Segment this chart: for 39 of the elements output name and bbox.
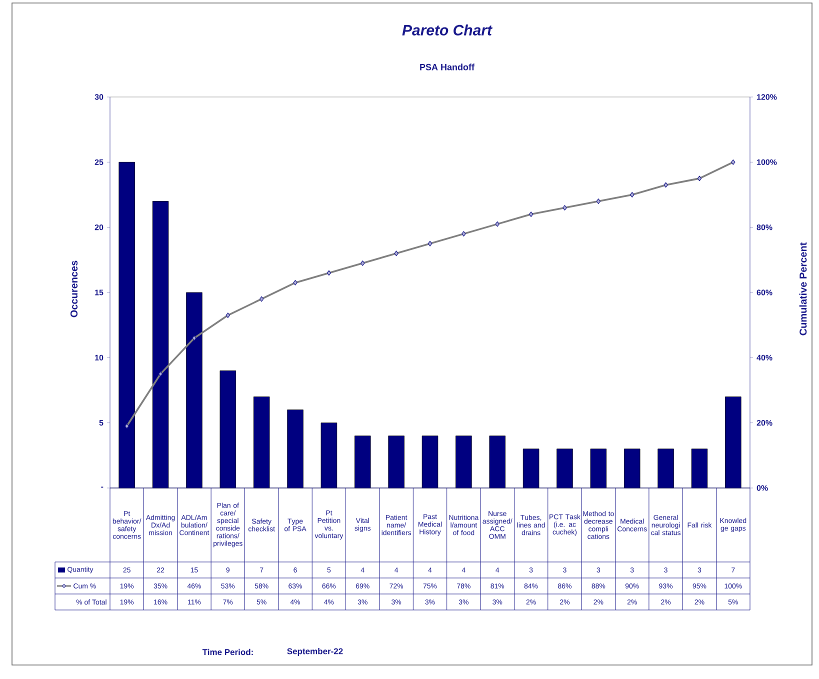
bar bbox=[691, 448, 708, 488]
bar bbox=[253, 396, 270, 488]
bar bbox=[354, 436, 371, 488]
bar bbox=[118, 162, 135, 488]
bar bbox=[590, 448, 607, 488]
y2-tick-label: 100% bbox=[757, 159, 777, 165]
bar bbox=[522, 448, 540, 488]
chart-title: Pareto Chart bbox=[402, 24, 493, 36]
chart-subtitle: PSA Handoff bbox=[420, 64, 475, 70]
bar bbox=[320, 422, 338, 488]
y2-tick-label: 40% bbox=[756, 354, 772, 360]
y-tick-label: 30 bbox=[94, 94, 104, 100]
y2-tick-label: 0% bbox=[756, 485, 768, 491]
bar bbox=[220, 370, 236, 488]
y-tick-label: 25 bbox=[94, 159, 104, 165]
bar bbox=[456, 436, 472, 488]
bar bbox=[422, 436, 438, 488]
bar bbox=[725, 396, 742, 488]
bar bbox=[388, 436, 404, 488]
bar bbox=[186, 292, 202, 488]
y2-tick-label: 60% bbox=[756, 290, 772, 296]
bar bbox=[658, 448, 674, 488]
bar bbox=[287, 410, 304, 488]
y2-tick-label: 20% bbox=[756, 420, 772, 426]
bar bbox=[624, 448, 640, 488]
y2-axis-title: Cumulative Percent bbox=[799, 242, 807, 336]
bar bbox=[556, 448, 573, 488]
y-tick-label: 15 bbox=[95, 290, 104, 296]
y-tick-label: 5 bbox=[99, 420, 104, 426]
y-tick-label: - bbox=[101, 486, 104, 488]
y-tick-label: 10 bbox=[95, 354, 104, 360]
y-axis-title: Occurences bbox=[70, 260, 78, 318]
text: September-22 bbox=[287, 648, 343, 656]
y-tick-label: 20 bbox=[94, 224, 104, 230]
bar bbox=[152, 201, 169, 488]
bar bbox=[489, 436, 506, 488]
text: Time Period: bbox=[202, 648, 253, 656]
y2-tick-label: 120% bbox=[757, 94, 777, 100]
y2-tick-label: 80% bbox=[756, 224, 772, 230]
